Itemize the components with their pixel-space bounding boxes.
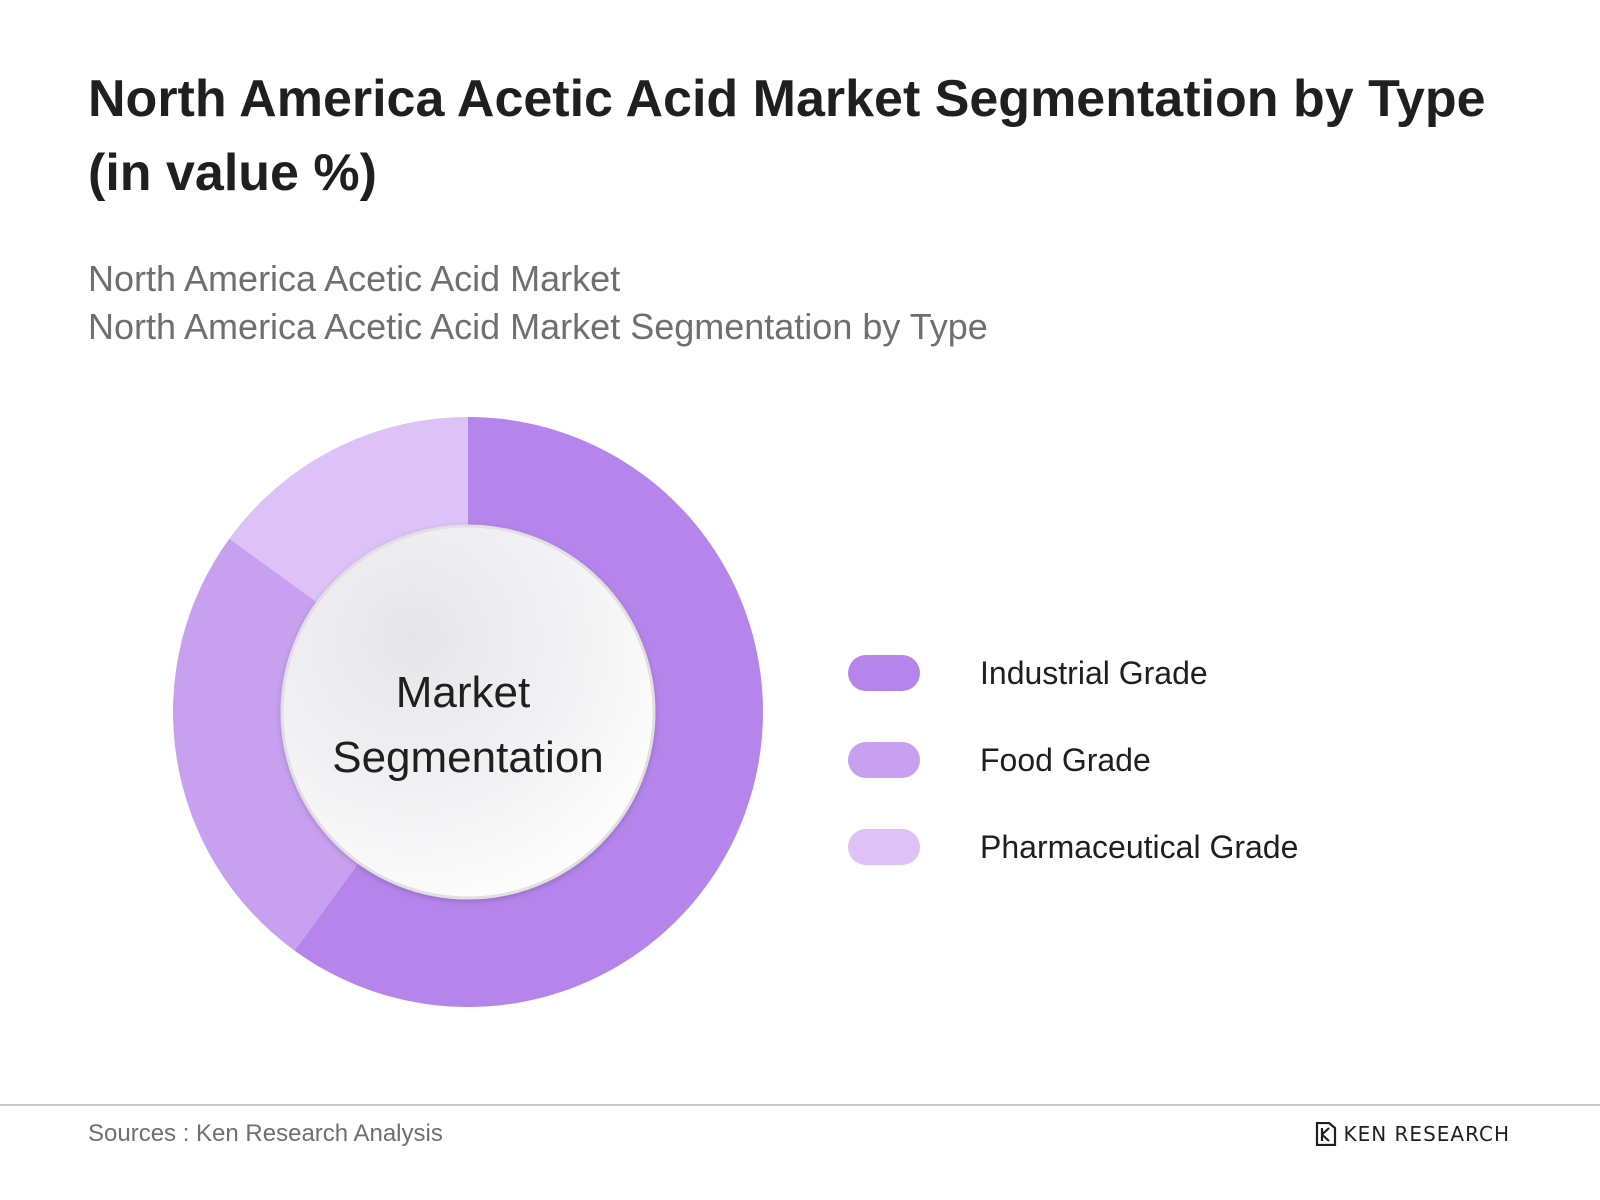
page-title: North America Acetic Acid Market Segment… <box>88 70 1486 202</box>
legend-item-pharmaceutical-grade: Pharmaceutical Grade <box>848 829 1298 916</box>
legend-label-pharmaceutical-grade: Pharmaceutical Grade <box>980 829 1299 865</box>
legend-item-food-grade: Food Grade <box>848 742 1151 829</box>
legend-label-food-grade: Food Grade <box>980 742 1151 778</box>
legend-swatch-food-grade <box>848 742 920 778</box>
subtitle: North America Acetic Acid Market North A… <box>88 255 988 351</box>
legend-label-industrial-grade: Industrial Grade <box>980 655 1208 691</box>
legend: Industrial Grade Food Grade Pharmaceutic… <box>848 655 1298 916</box>
brand-name: KEN RESEARCH <box>1343 1122 1510 1146</box>
center-label-line-2: Segmentation <box>332 733 604 782</box>
ken-research-logo-icon <box>1316 1122 1337 1146</box>
donut-slice-pharmaceutical-grade <box>229 417 468 603</box>
donut-center <box>280 524 656 900</box>
legend-item-industrial-grade: Industrial Grade <box>848 655 1208 742</box>
chart-area: Market Segmentation Industrial Grade Foo… <box>0 380 1600 1060</box>
legend-swatch-pharmaceutical-grade <box>848 829 920 865</box>
center-label-line-1: Market <box>396 668 530 717</box>
source-note: Sources : Ken Research Analysis <box>88 1120 443 1147</box>
subtitle-line-1: North America Acetic Acid Market <box>88 258 621 299</box>
donut-slice-food-grade <box>173 538 359 951</box>
subtitle-line-2: North America Acetic Acid Market Segment… <box>88 306 988 347</box>
donut-slices <box>173 417 764 1008</box>
donut-chart: Market Segmentation <box>173 417 764 1008</box>
footer-divider <box>0 1104 1600 1106</box>
donut-slice-industrial-grade <box>294 417 764 1008</box>
brand-logo: KEN RESEARCH <box>1315 1122 1510 1146</box>
legend-swatch-industrial-grade <box>848 655 920 691</box>
